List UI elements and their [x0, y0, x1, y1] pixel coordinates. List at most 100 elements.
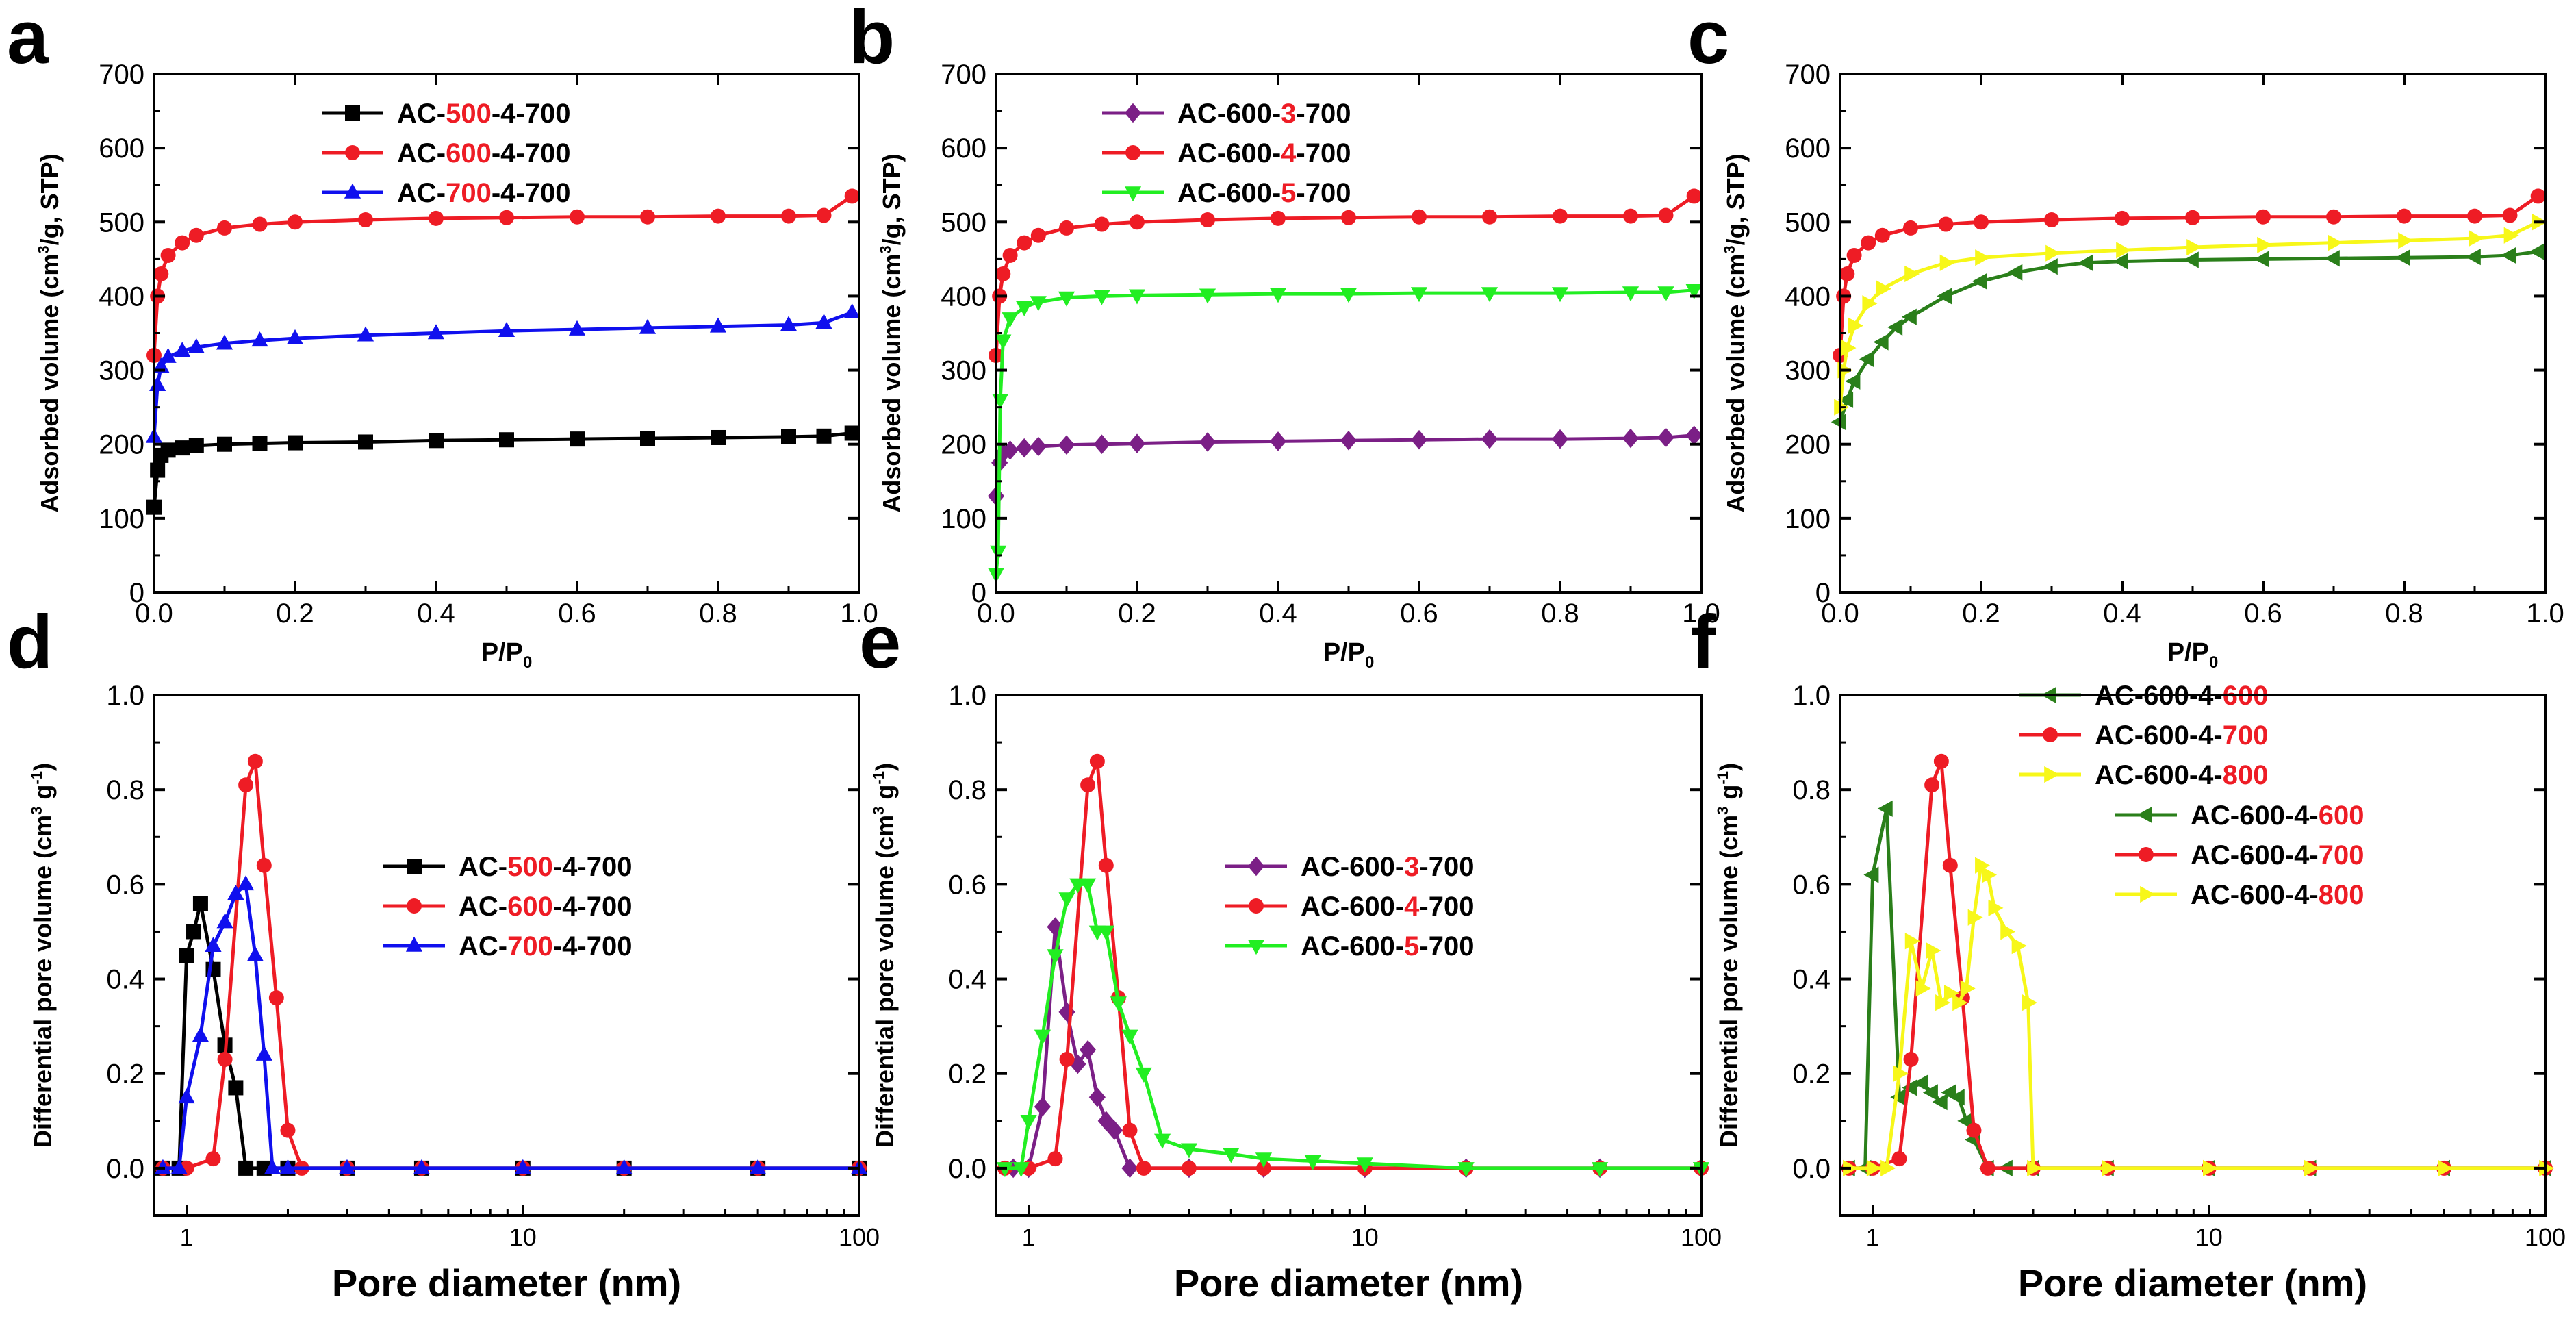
y-tick-label: 600 — [941, 134, 986, 164]
data-point — [1079, 878, 1097, 894]
data-point — [1034, 1029, 1051, 1045]
data-point — [1200, 212, 1215, 228]
legend: AC-600-3-700 AC-600-4-700 AC-600-5-700 — [1102, 99, 1351, 208]
data-point — [2027, 1159, 2043, 1177]
data-point — [358, 212, 373, 228]
legend: AC-500-4-700 AC-600-4-700 AC-700-4-700 — [322, 99, 570, 208]
y-tick-label: 0.6 — [106, 870, 144, 900]
y-axis-label: Differential pore volume (cm3 g-1) — [1714, 763, 1743, 1148]
data-point — [2438, 1159, 2453, 1177]
data-point — [1110, 996, 1127, 1012]
data-point — [2044, 212, 2059, 228]
data-point — [238, 777, 254, 793]
y-tick-label: 1.0 — [106, 681, 144, 711]
data-point — [1915, 980, 1931, 997]
series-AC-600-4-800 — [1834, 214, 2547, 416]
panel-letter-c: c — [1687, 0, 1729, 79]
data-point — [1181, 1160, 1197, 1176]
data-point — [1933, 753, 1949, 769]
series-AC-600-5-700 — [987, 284, 1703, 583]
legend-label: AC-600-5-700 — [1177, 178, 1351, 208]
x-tick-label: 1.0 — [1682, 598, 1720, 629]
x-tick-label: 0.8 — [2385, 598, 2423, 629]
panel-d: d 0.0 0.2 0.4 0.6 0.8 1.0 1 10 100 Pore diameter (… — [7, 600, 880, 1305]
y-tick-label: 0.8 — [1792, 775, 1831, 805]
data-point — [264, 1159, 281, 1174]
legend-label: AC-600-3-700 — [1177, 99, 1351, 129]
y-tick-label: 1.0 — [948, 681, 986, 711]
legend-label: AC-500-4-700 — [397, 99, 570, 129]
data-point — [816, 428, 832, 444]
data-point — [2324, 250, 2340, 267]
data-point — [1939, 254, 1955, 271]
legend-label: AC-600-4-700 — [397, 138, 570, 168]
data-point — [1861, 235, 1876, 251]
data-point — [1097, 1111, 1114, 1131]
legend-label: AC-600-4-700 — [2191, 840, 2364, 870]
data-point — [1002, 247, 1018, 263]
x-tick-label: 10 — [1351, 1223, 1379, 1251]
data-point — [1975, 857, 1991, 874]
data-point — [1136, 1160, 1151, 1176]
data-point — [228, 1080, 244, 1096]
x-tick-label: 0.4 — [417, 598, 455, 629]
data-point — [1551, 287, 1569, 303]
data-point — [1901, 308, 1917, 325]
data-point — [781, 208, 796, 224]
data-point — [640, 209, 655, 225]
data-point — [252, 436, 268, 451]
data-point — [2529, 243, 2545, 260]
y-tick-label: 0.6 — [948, 870, 986, 900]
data-point — [217, 436, 232, 452]
data-point — [514, 1159, 531, 1174]
x-tick-label: 0.4 — [2103, 598, 2141, 629]
data-point — [1482, 209, 1497, 225]
y-tick-label: 0.8 — [106, 775, 144, 805]
x-tick-label: 100 — [2525, 1223, 2566, 1251]
data-point — [780, 316, 798, 331]
data-point — [255, 1045, 272, 1061]
data-point — [1952, 994, 1968, 1011]
data-point — [1180, 1143, 1198, 1159]
x-axis-label: Pore diameter (nm) — [1174, 1261, 1523, 1305]
legend-marker — [407, 859, 422, 874]
data-point — [1841, 340, 1857, 357]
data-point — [1935, 994, 1951, 1011]
legend-label: AC-600-4-600 — [2191, 801, 2364, 831]
data-point — [1034, 1096, 1051, 1117]
x-tick-label: 1 — [180, 1223, 194, 1251]
y-tick-label: 0.2 — [1792, 1059, 1831, 1089]
data-point — [238, 1160, 254, 1176]
data-point — [1902, 1079, 1917, 1096]
data-point — [1410, 429, 1428, 450]
data-point — [1967, 909, 1983, 926]
y-tick-label: 500 — [1785, 207, 1831, 238]
data-point — [1122, 1122, 1138, 1138]
data-point — [188, 438, 204, 453]
x-tick-label: 0.2 — [276, 598, 314, 629]
data-point — [2045, 244, 2061, 262]
legend-marker — [2043, 727, 2058, 742]
data-point — [995, 266, 1011, 281]
data-point — [288, 435, 303, 451]
data-point — [1047, 1151, 1063, 1167]
panel-letter-e: e — [859, 600, 901, 684]
data-point — [570, 431, 585, 447]
data-point — [1481, 429, 1499, 449]
data-point — [188, 338, 205, 353]
data-point — [2395, 249, 2410, 266]
series-line — [1838, 250, 2539, 423]
series-AC-700-4-700 — [145, 303, 860, 443]
data-point — [160, 442, 176, 458]
data-point — [498, 322, 515, 338]
data-point — [1891, 1151, 1907, 1167]
data-point — [2502, 207, 2518, 223]
legend-label: AC-700-4-700 — [459, 931, 632, 961]
data-point — [1622, 286, 1640, 302]
data-point — [286, 329, 304, 344]
data-point — [1592, 1162, 1609, 1178]
data-point — [1304, 1155, 1321, 1170]
data-point — [358, 434, 373, 450]
